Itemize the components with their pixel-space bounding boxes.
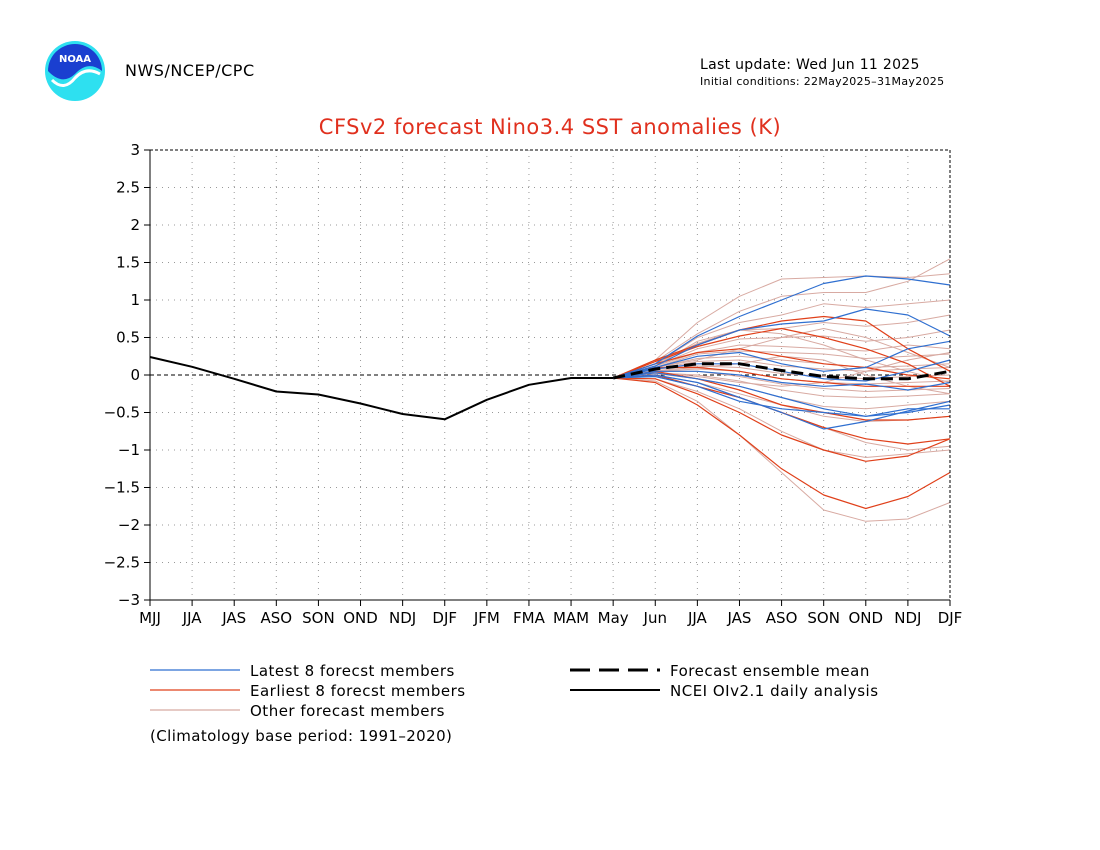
x-tick-label: OND (343, 609, 378, 627)
earliest-member-line (613, 370, 951, 421)
agency-label: NWS/NCEP/CPC (125, 61, 255, 80)
analysis-line (149, 356, 614, 421)
latest-member-line (613, 308, 951, 379)
logo-wave (50, 69, 101, 87)
other-member-line (613, 329, 951, 383)
x-tick-label: JAS (726, 609, 751, 627)
y-tick-label: −0.5 (104, 404, 140, 422)
logo-text: NOAA (59, 54, 91, 65)
other-member-line (613, 377, 951, 522)
y-tick-label: 1 (130, 291, 140, 309)
latest-member-line (613, 340, 951, 379)
x-tick-label: NDJ (389, 609, 416, 627)
y-tick-label: −1.5 (104, 479, 140, 497)
latest-member-line (613, 375, 950, 417)
x-tick-label: OND (849, 609, 884, 627)
x-tick-label: SON (807, 609, 840, 627)
other-member-line (613, 328, 951, 379)
logo-bird-shape (48, 44, 102, 80)
latest-members-layer (613, 275, 951, 430)
mean-layer (612, 362, 951, 381)
earliest-member-line (612, 327, 951, 387)
x-tick-label: JAS (221, 609, 246, 627)
analysis-layer (149, 356, 614, 421)
x-tick-label: NDJ (894, 609, 921, 627)
x-tick-label: ASO (766, 609, 798, 627)
legend-label-earliest: Earliest 8 forecst members (250, 682, 466, 700)
initial-conditions-label: Initial conditions: 22May2025–31May2025 (700, 75, 945, 88)
latest-member-line (613, 374, 951, 430)
y-tick-label: 3 (130, 141, 140, 159)
legend-label-latest: Latest 8 forecst members (250, 662, 455, 680)
y-tick-label: 2 (130, 216, 140, 234)
y-tick-label: 0 (130, 366, 140, 384)
x-tick-label: MAM (553, 609, 589, 627)
legend-swatches (150, 668, 660, 711)
y-tick-label: −2.5 (104, 554, 140, 572)
y-tick-label: −3 (118, 591, 140, 609)
y-tick-label: −1 (118, 441, 140, 459)
legend-label-other: Other forecast members (250, 702, 445, 720)
x-tick-labels: MJJ JJA JAS ASO SON OND NDJ DJF JFM FMA MAM May Jun J… (139, 600, 962, 627)
earliest-member-line (613, 377, 951, 462)
earliest-member-line (613, 348, 951, 380)
noaa-logo: NOAA (45, 41, 105, 101)
latest-member-line (613, 275, 951, 379)
x-tick-label: JFM (473, 609, 500, 627)
earliest-member-line (613, 377, 951, 510)
x-tick-label: Jun (643, 609, 667, 627)
other-members-layer (613, 258, 951, 522)
x-tick-label: JJA (182, 609, 203, 627)
x-tick-label: May (598, 609, 629, 627)
legend-label-mean: Forecast ensemble mean (670, 662, 870, 680)
y-tick-label: 0.5 (116, 329, 140, 347)
latest-member-line (613, 372, 951, 417)
y-tick-label: −2 (118, 516, 140, 534)
chart-title: CFSv2 forecast Nino3.4 SST anomalies (K) (318, 115, 782, 139)
other-member-line (613, 350, 951, 379)
other-member-line (613, 377, 951, 458)
grid-layer (150, 150, 950, 600)
last-update-label: Last update: Wed Jun 11 2025 (700, 57, 920, 73)
latest-member-line (613, 370, 951, 391)
y-tick-label: 2.5 (116, 179, 140, 197)
other-member-line (613, 258, 951, 379)
x-tick-label: FMA (513, 609, 546, 627)
ensemble-mean-line (612, 362, 951, 381)
x-tick-label: ASO (261, 609, 293, 627)
y-tick-labels: 3 2.5 2 1.5 1 0.5 0 −0.5 −1 −1.5 −2 −2.5 −3 (104, 141, 150, 609)
x-tick-label: JJA (687, 609, 708, 627)
x-tick-label: DJF (432, 609, 457, 627)
legend-label-analysis: NCEI OIv2.1 daily analysis (670, 682, 879, 700)
x-tick-label: DJF (938, 609, 963, 627)
x-tick-label: SON (302, 609, 335, 627)
x-tick-label: MJJ (139, 609, 161, 627)
y-tick-label: 1.5 (116, 254, 140, 272)
other-member-line (613, 273, 951, 379)
climatology-note: (Climatology base period: 1991–2020) (150, 727, 453, 745)
